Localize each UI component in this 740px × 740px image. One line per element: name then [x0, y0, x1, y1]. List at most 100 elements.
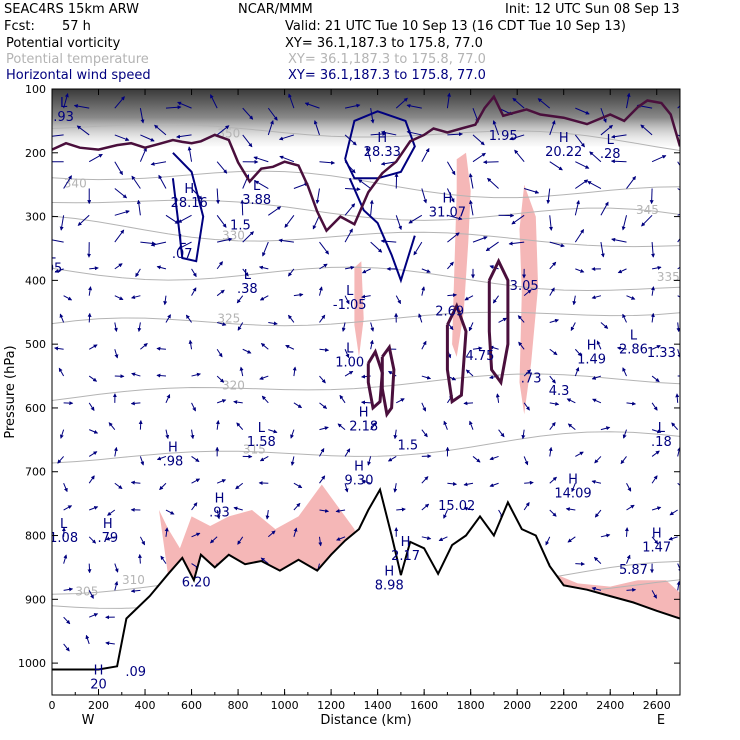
wind-speed-label: .38	[237, 282, 258, 297]
wind-vector	[114, 229, 125, 243]
wind-vector	[387, 455, 397, 462]
valid-time: Valid: 21 UTC Tue 10 Sep 13 (16 CDT Tue …	[285, 19, 626, 34]
wind-vector	[361, 268, 371, 274]
wind-extremum-low-marker: L	[179, 233, 187, 248]
wind-vector	[210, 94, 218, 109]
wind-vector	[626, 92, 631, 109]
wind-vector	[482, 160, 499, 165]
wind-vector	[63, 587, 74, 592]
wind-vector	[600, 107, 607, 123]
wind-speed-contour-1	[344, 110, 416, 180]
wind-vector	[216, 509, 221, 520]
wind-vector	[492, 295, 499, 304]
wind-vector	[549, 476, 557, 484]
wind-vector	[676, 322, 680, 333]
x-tick-label: 2200	[550, 699, 578, 712]
wind-vector	[365, 146, 372, 162]
wind-extremum-low-marker: L	[244, 268, 252, 283]
wind-vector	[620, 456, 627, 465]
wind-vector	[567, 536, 576, 543]
x-tick-label: 2000	[503, 699, 531, 712]
wind-vector	[677, 161, 680, 167]
wind-vector	[443, 509, 448, 519]
wind-vector	[572, 295, 577, 306]
wind-vector	[574, 348, 582, 357]
wind-vector	[319, 314, 326, 323]
wind-vector	[361, 479, 371, 484]
wind-vector	[233, 400, 243, 405]
wind-vector	[319, 508, 330, 513]
wind-vector	[261, 395, 269, 404]
wind-vector	[651, 590, 657, 599]
wind-extremum-low-marker: L	[258, 421, 266, 436]
wind-vector	[288, 314, 295, 323]
theta-contour-345	[52, 199, 680, 221]
wind-vector	[138, 419, 143, 430]
wind-vector	[370, 322, 375, 332]
wind-vector	[626, 176, 636, 189]
wind-vector	[677, 105, 680, 109]
wind-speed-label: 8.98	[375, 579, 404, 594]
wind-speed-label: 6.20	[182, 576, 211, 591]
theta-contour-335	[52, 266, 680, 292]
x-tick-label: 0	[49, 699, 56, 712]
wind-vector	[52, 237, 64, 243]
wind-vector	[165, 394, 171, 404]
x-tick-label: 800	[228, 699, 249, 712]
wind-vector	[463, 482, 474, 487]
wind-vector	[288, 268, 295, 277]
wind-speed-label: .79	[97, 531, 118, 546]
wind-vector	[380, 239, 397, 244]
wind-extremum-high-marker: H	[184, 182, 194, 197]
wind-vector	[190, 429, 195, 440]
wind-vector	[267, 120, 274, 136]
wind-vector	[140, 343, 148, 350]
wind-vector	[130, 480, 141, 485]
wind-vector	[438, 536, 448, 542]
wind-vector	[463, 401, 474, 406]
wind-vector	[370, 108, 375, 124]
wind-vector	[319, 347, 330, 352]
wind-vector	[288, 93, 295, 109]
wind-vector	[447, 293, 458, 298]
wind-vector	[217, 321, 227, 326]
wind-vector	[114, 581, 119, 591]
theta-label-315: 315	[243, 442, 266, 456]
wind-vector	[139, 536, 146, 546]
wind-speed-label: .98	[163, 454, 184, 469]
wind-vector	[191, 287, 197, 296]
wind-vector	[626, 482, 632, 492]
wind-vector	[176, 134, 192, 139]
wind-vector	[88, 590, 94, 599]
wind-speed-label: 1.5	[230, 218, 251, 233]
wind-vector	[260, 343, 269, 350]
wind-vector	[258, 265, 269, 270]
wind-vector	[380, 130, 397, 136]
wind-vector	[242, 107, 254, 120]
wind-vector	[447, 132, 464, 137]
wind-vector	[549, 375, 556, 384]
wind-speed-label: .09	[125, 665, 146, 680]
wind-vector	[447, 232, 460, 243]
wind-vector	[139, 108, 145, 124]
xy-main: XY= 36.1,187.3 to 175.8, 77.0	[285, 36, 483, 51]
wind-vector	[421, 268, 431, 273]
wind-vector	[160, 555, 167, 564]
wind-vector	[293, 502, 301, 511]
wind-vector	[216, 161, 228, 174]
wind-extremum-high-marker: H	[377, 131, 387, 146]
wind-vector	[77, 214, 90, 226]
wind-vector	[63, 295, 73, 301]
wind-extremum-high-marker: H	[587, 338, 597, 353]
legend-wind: Horizontal wind speed	[6, 68, 151, 83]
wind-vector	[514, 149, 525, 163]
wind-vector	[293, 482, 303, 489]
wind-vector	[209, 536, 218, 544]
wind-speed-label: 2.69	[435, 304, 464, 319]
y-tick-label: 600	[25, 402, 46, 415]
wind-vector	[600, 124, 613, 136]
wind-speed-label: 4.3	[549, 384, 570, 399]
wind-vector	[395, 97, 408, 109]
theta-label-320: 320	[222, 379, 245, 393]
